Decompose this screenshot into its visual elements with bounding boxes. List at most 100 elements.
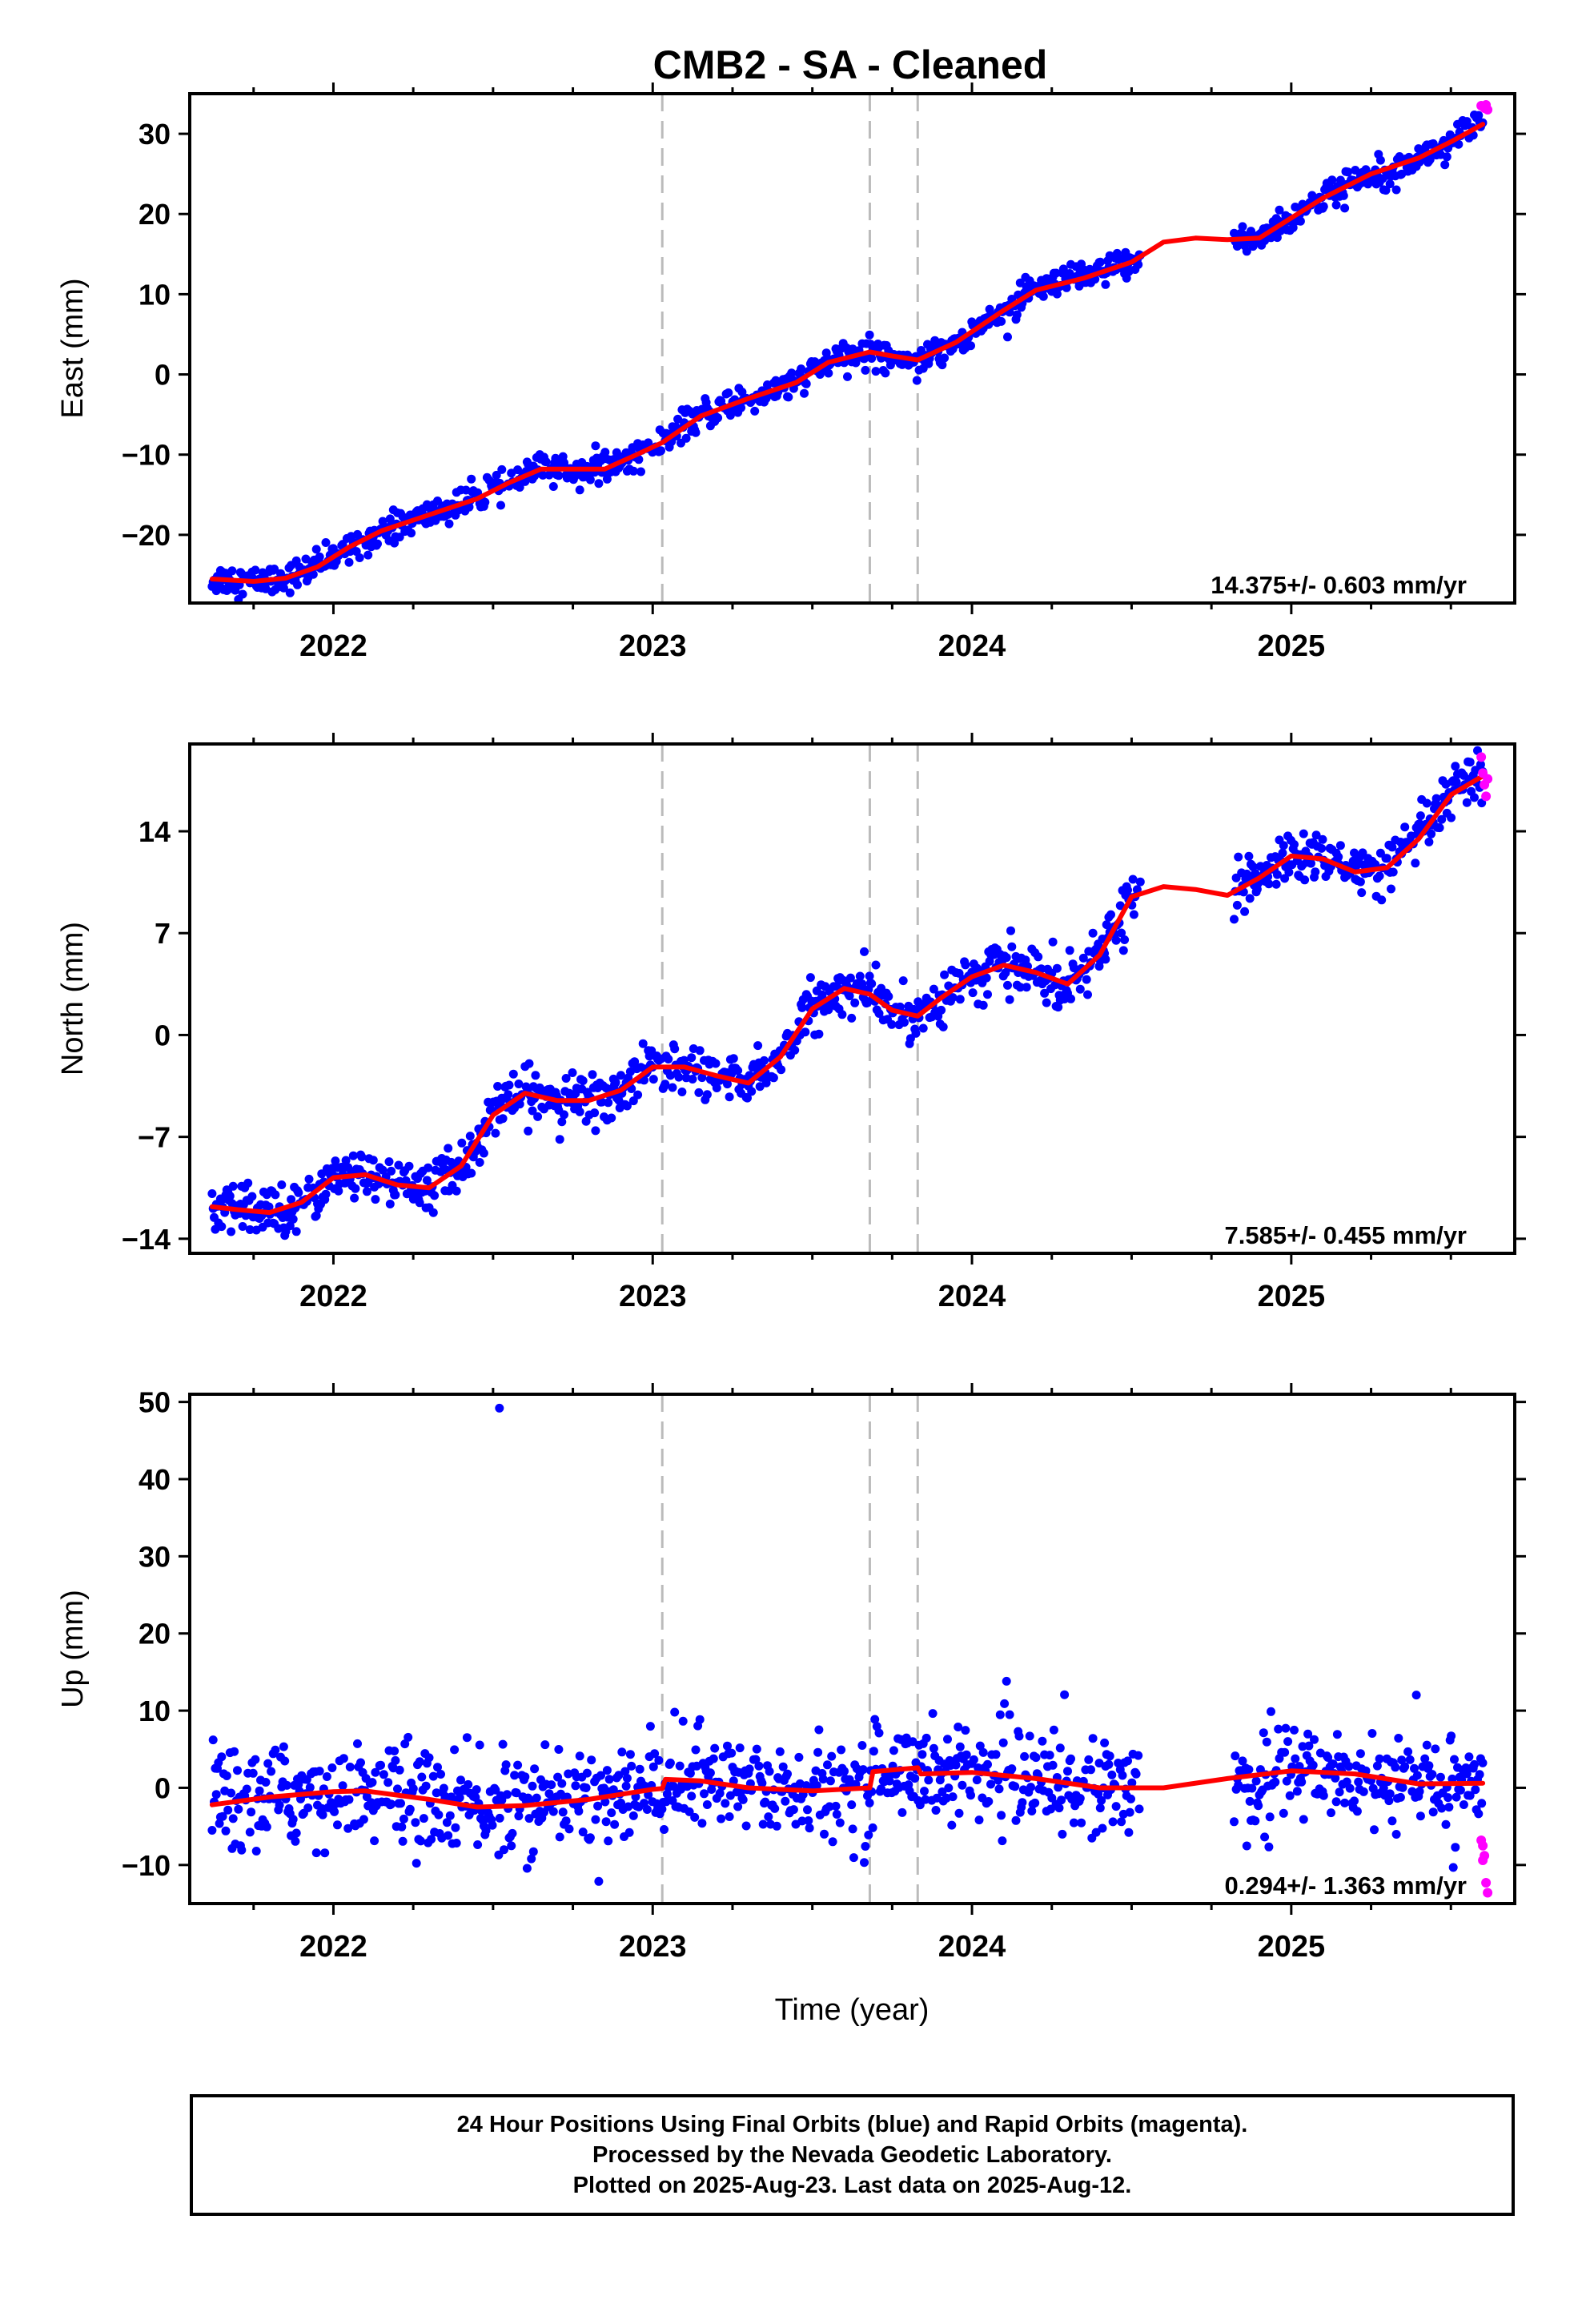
final-point [630,1057,640,1067]
final-point [1124,1827,1134,1837]
final-point [1111,1802,1121,1811]
final-point [1030,1798,1040,1807]
final-point [498,1739,508,1749]
final-point [694,1088,704,1097]
final-point [251,1847,261,1856]
final-point [1427,829,1436,838]
final-point [596,1771,605,1780]
final-point [1000,1699,1010,1708]
final-point [1415,1811,1425,1821]
final-point [230,1747,239,1756]
final-point [636,467,645,476]
final-point [1462,798,1472,807]
final-point [860,947,869,956]
final-point [428,1208,438,1217]
final-point [1100,1738,1110,1747]
final-point [754,1761,764,1771]
final-point [433,1763,442,1772]
y-tick-label: 20 [139,1618,171,1651]
final-point [1295,1762,1304,1771]
final-point [1444,1803,1454,1812]
final-point [937,1005,946,1015]
final-point [1282,1776,1291,1786]
final-point [832,1810,841,1819]
final-point [401,1176,411,1185]
final-point [1300,875,1310,885]
final-point [390,1747,400,1755]
final-point [1280,874,1290,883]
final-point [1340,1798,1350,1807]
plot-frame [188,1393,1516,1905]
final-point [1097,1795,1106,1805]
final-point [590,1108,600,1118]
final-point [421,1781,431,1791]
final-point [752,1744,761,1754]
final-point [869,1747,878,1756]
final-point [557,1779,567,1788]
x-tick-label: 2024 [938,1930,1006,1964]
final-point [1115,901,1125,911]
final-point [997,316,1006,326]
rapid-orbit-point [1483,105,1493,115]
final-point [625,1750,635,1759]
final-point [1319,202,1328,211]
final-point [1134,259,1143,269]
final-point [255,1786,264,1795]
final-point [404,1161,414,1171]
final-point [1385,1789,1395,1799]
final-point [760,1055,769,1065]
final-point [669,1782,678,1791]
final-point [564,1824,574,1834]
final-point [1244,851,1254,861]
final-point [884,991,893,1001]
final-point [604,1098,613,1108]
final-point [633,1090,643,1100]
final-point [1108,1817,1118,1827]
final-point [954,1808,964,1818]
final-point [276,569,285,578]
final-point [594,479,604,489]
final-point [427,1835,436,1844]
final-point [217,1752,227,1762]
final-point [1385,179,1395,189]
final-point [411,1818,420,1827]
final-point [825,1802,834,1811]
final-point [814,1725,824,1735]
final-point [994,1775,1003,1785]
final-point [877,1784,886,1794]
final-point [1077,1818,1086,1827]
final-point [858,1765,868,1775]
final-point [1279,1808,1288,1818]
final-point [405,1804,415,1814]
final-point [911,1028,921,1038]
final-point [608,1785,618,1795]
final-point [1372,1761,1382,1771]
final-point [1328,1759,1338,1769]
final-point [898,976,908,986]
final-point [502,1790,512,1799]
final-point [1311,867,1320,877]
final-point [387,1166,396,1176]
final-point [1280,1747,1290,1757]
final-point [611,1078,620,1088]
final-point [395,533,404,542]
final-point [715,1788,725,1798]
final-point [1075,1794,1085,1803]
x-tick-label: 2023 [619,1280,687,1313]
final-point [737,388,747,396]
rate-label: 7.585+/- 0.455 mm/yr [1225,1221,1467,1249]
final-point [865,971,874,981]
final-point [1120,935,1130,944]
final-point [951,1760,961,1770]
final-point [845,991,854,1001]
final-point [1245,894,1255,903]
final-point [695,1046,705,1055]
final-point [1114,1759,1123,1767]
final-point [557,1117,567,1127]
final-point [585,475,595,485]
final-point [712,1084,721,1092]
final-point [638,1039,648,1048]
final-point [1278,848,1287,858]
final-point [1011,1815,1021,1825]
final-point [1442,152,1452,162]
